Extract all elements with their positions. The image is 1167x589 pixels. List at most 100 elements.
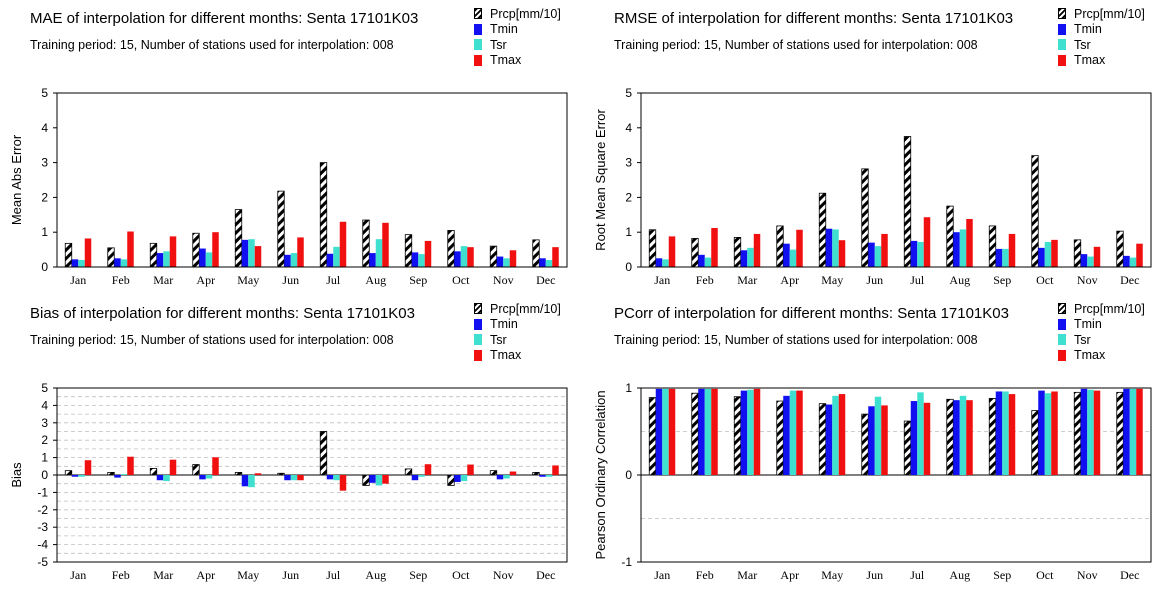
legend-item-tmin: Tmin (1058, 317, 1145, 333)
bar-tsr (503, 475, 510, 479)
legend-swatch-prcp (1058, 303, 1066, 315)
bar-tsr (333, 475, 340, 481)
bar-tmin (369, 253, 376, 267)
bar-tsr (789, 249, 797, 267)
bar-tmax (127, 456, 134, 475)
legend-item-tmin: Tmin (474, 317, 561, 333)
bar-tmin (910, 240, 918, 267)
y-tick-label: -3 (37, 520, 48, 534)
bar-prcp (107, 247, 115, 268)
x-tick-label: Sep (993, 568, 1011, 582)
chart-subtitle: Training period: 15, Number of stations … (30, 38, 394, 52)
bar-tsr (78, 260, 85, 267)
bar-tsr (248, 475, 255, 488)
bar-tsr (375, 239, 383, 267)
bar-tmax (881, 405, 888, 475)
bar-prcp (149, 242, 158, 268)
x-tick-label: Nov (1077, 273, 1098, 287)
y-tick-label: 0 (625, 260, 632, 274)
x-tick-label: Sep (409, 568, 427, 582)
chart-title: PCorr of interpolation for different mon… (614, 305, 1009, 322)
x-tick-label: Oct (1036, 273, 1054, 287)
x-tick-label: Oct (452, 568, 470, 582)
x-tick-label: Apr (780, 273, 799, 287)
bar-tsr (662, 388, 669, 475)
y-tick-label: 0 (41, 468, 48, 482)
bar-tmin (156, 475, 164, 481)
bar-tmax (1008, 233, 1016, 267)
bar-prcp (234, 471, 243, 476)
bar-tmin (411, 252, 419, 267)
bar-prcp (107, 471, 115, 476)
y-tick-label: 1 (625, 225, 632, 239)
bar-prcp (691, 392, 699, 476)
bar-tmin (655, 388, 663, 475)
bar-prcp (776, 400, 784, 476)
plot-frame (56, 387, 568, 563)
legend-label-tmax: Tmax (1074, 348, 1106, 363)
legend-swatch-prcp (1058, 8, 1066, 20)
bar-tmax (297, 237, 304, 267)
y-tick-label: 1 (41, 225, 48, 239)
chart-title: Bias of interpolation for different mont… (30, 305, 415, 322)
plot-frame (640, 387, 1152, 563)
x-tick-label: Feb (112, 273, 130, 287)
bar-prcp (818, 192, 827, 268)
x-tick-label: May (821, 273, 843, 287)
bar-tmax (254, 473, 262, 475)
bar-prcp (64, 470, 73, 476)
x-tick-label: Aug (365, 568, 386, 582)
bar-tsr (789, 390, 797, 475)
x-tick-label: Jul (910, 273, 925, 287)
bar-tmax (1051, 391, 1058, 475)
bar-prcp (277, 190, 285, 268)
bar-prcp (946, 205, 954, 268)
bar-prcp (946, 398, 954, 476)
bar-tsr (290, 253, 298, 267)
bar-tsr (163, 475, 170, 482)
y-tick-label: 1 (625, 381, 632, 395)
legend-swatch-tmin (474, 318, 482, 330)
bar-prcp (818, 403, 827, 476)
bar-tmax (127, 231, 134, 267)
rmse-chart-panel: RMSE of interpolation for different mont… (584, 0, 1167, 294)
legend-item-tmax: Tmax (474, 53, 561, 69)
bar-tmin (825, 228, 833, 267)
x-tick-label: Nov (493, 568, 514, 582)
bar-tsr (959, 229, 967, 267)
chart-legend: Prcp[mm/10] Tmin Tsr Tmax (1058, 301, 1145, 363)
x-tick-label: Nov (493, 273, 514, 287)
y-tick-label: -2 (37, 503, 48, 517)
bar-prcp (447, 474, 455, 486)
bar-prcp (277, 472, 285, 476)
x-tick-label: May (237, 273, 259, 287)
bar-tmax (467, 464, 474, 475)
bar-tmax (711, 228, 718, 267)
legend-label-tmin: Tmin (1074, 317, 1102, 332)
y-axis-label: Root Mean Square Error (593, 109, 608, 251)
bar-prcp (489, 470, 498, 476)
bar-tmax (169, 236, 177, 267)
y-axis-label: Mean Abs Error (9, 134, 24, 225)
x-tick-label: May (237, 568, 259, 582)
bar-prcp (234, 209, 243, 268)
legend-swatch-tmin (1058, 23, 1066, 35)
bar-tmin (953, 400, 960, 475)
bar-prcp (319, 162, 328, 268)
bar-prcp (319, 431, 328, 476)
bar-tmin (496, 256, 504, 267)
bar-prcp (404, 468, 413, 476)
bar-tsr (1044, 241, 1052, 267)
bar-tsr (545, 260, 553, 267)
x-tick-label: Jun (282, 273, 299, 287)
legend-label-tmax: Tmax (490, 348, 522, 363)
bar-tsr (418, 475, 425, 477)
legend-swatch-tmin (474, 23, 482, 35)
bar-tmax (552, 465, 559, 475)
bar-tmin (454, 475, 461, 482)
bar-tmin (1038, 390, 1045, 475)
bar-tsr (704, 257, 712, 267)
bar-tmin (411, 475, 419, 481)
bar-prcp (1116, 230, 1124, 268)
legend-swatch-prcp (474, 8, 482, 20)
